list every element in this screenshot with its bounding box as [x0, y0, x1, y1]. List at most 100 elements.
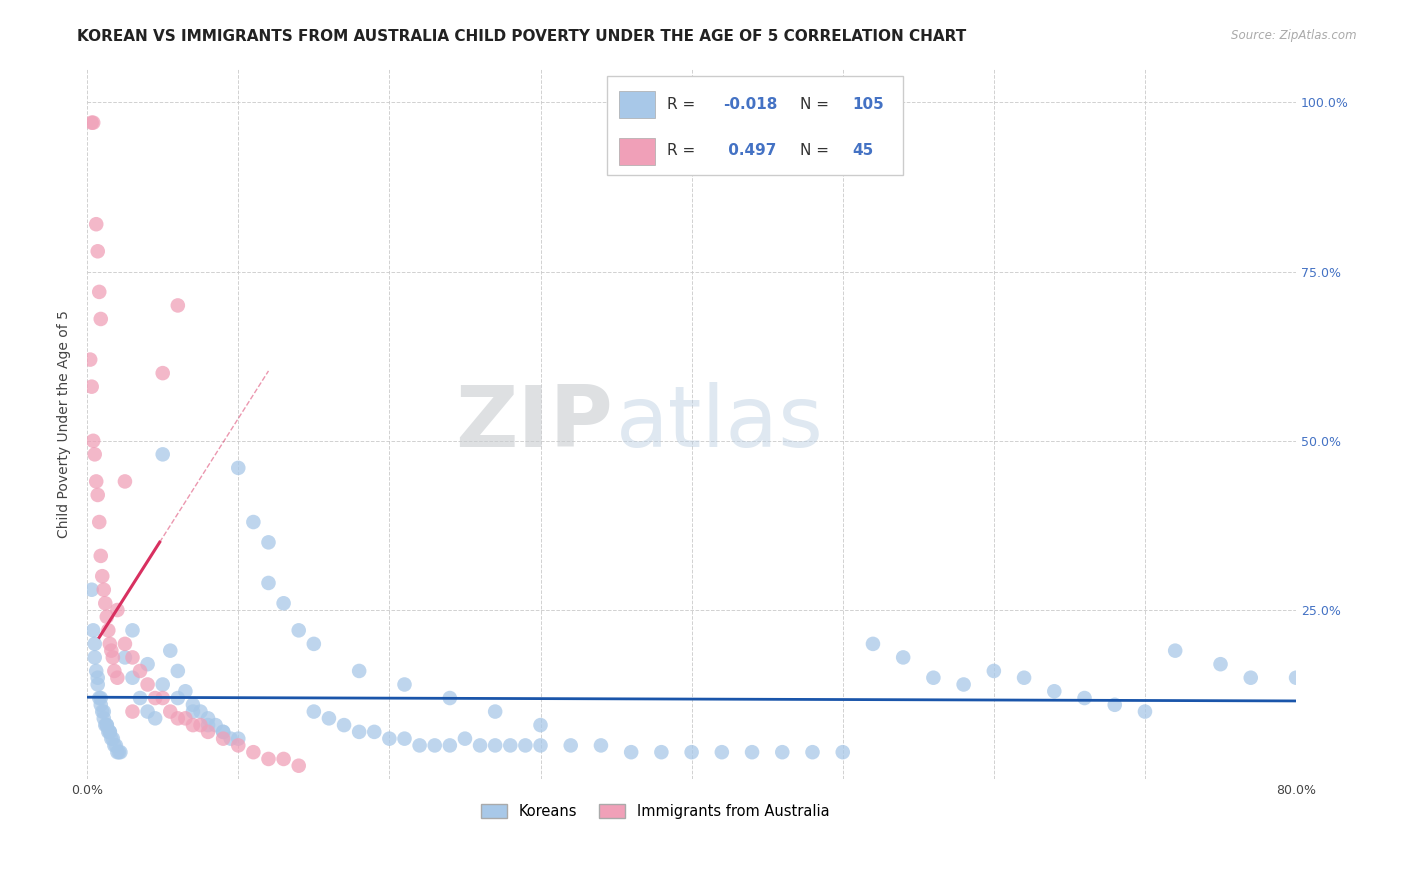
Point	[152, 691, 174, 706]
Point	[190, 705, 212, 719]
Point	[103, 739, 125, 753]
Point	[499, 739, 522, 753]
Point	[1209, 657, 1232, 672]
Point	[226, 461, 249, 475]
Point	[212, 724, 235, 739]
Point	[97, 724, 120, 739]
Point	[89, 285, 111, 299]
Point	[347, 664, 370, 678]
Point	[114, 475, 136, 489]
Point	[89, 691, 111, 706]
FancyBboxPatch shape	[619, 92, 655, 119]
Point	[681, 745, 703, 759]
Point	[82, 434, 104, 448]
Point	[105, 745, 128, 759]
Point	[136, 705, 159, 719]
Point	[181, 698, 204, 712]
Point	[1043, 684, 1066, 698]
Point	[589, 739, 612, 753]
Point	[93, 582, 115, 597]
Point	[529, 718, 551, 732]
Point	[96, 609, 118, 624]
Point	[831, 745, 853, 759]
Point	[143, 711, 166, 725]
Text: -0.018: -0.018	[723, 96, 778, 112]
Point	[273, 752, 295, 766]
Point	[197, 724, 219, 739]
Text: R =: R =	[668, 96, 700, 112]
Point	[212, 724, 235, 739]
Point	[89, 515, 111, 529]
Point	[181, 705, 204, 719]
Text: 105: 105	[852, 96, 884, 112]
Point	[90, 691, 112, 706]
Point	[257, 535, 280, 549]
Point	[197, 711, 219, 725]
Point	[84, 664, 107, 678]
Point	[333, 718, 356, 732]
Point	[166, 298, 188, 312]
Point	[101, 731, 124, 746]
Point	[159, 643, 181, 657]
Point	[98, 637, 121, 651]
Point	[242, 515, 264, 529]
Point	[1133, 705, 1156, 719]
Point	[302, 637, 325, 651]
Point	[378, 731, 401, 746]
Point	[84, 217, 107, 231]
Text: ZIP: ZIP	[456, 383, 613, 466]
Point	[143, 691, 166, 706]
Point	[983, 664, 1005, 678]
Point	[650, 745, 672, 759]
Point	[105, 671, 128, 685]
Point	[91, 569, 114, 583]
Point	[801, 745, 824, 759]
Point	[152, 447, 174, 461]
Point	[166, 691, 188, 706]
FancyBboxPatch shape	[607, 76, 903, 175]
Point	[1285, 671, 1308, 685]
Point	[439, 739, 461, 753]
Point	[423, 739, 446, 753]
FancyBboxPatch shape	[619, 137, 655, 165]
Point	[347, 724, 370, 739]
Point	[87, 671, 110, 685]
Text: 0.497: 0.497	[723, 143, 776, 158]
Point	[952, 677, 974, 691]
Point	[273, 596, 295, 610]
Point	[100, 643, 122, 657]
Point	[226, 731, 249, 746]
Text: N =: N =	[800, 96, 834, 112]
Point	[90, 312, 112, 326]
Point	[287, 624, 309, 638]
Point	[87, 677, 110, 691]
Point	[741, 745, 763, 759]
Point	[136, 677, 159, 691]
Point	[862, 637, 884, 651]
Point	[242, 745, 264, 759]
Point	[1164, 643, 1187, 657]
Point	[93, 711, 115, 725]
Point	[484, 739, 506, 753]
Point	[87, 244, 110, 259]
Point	[129, 664, 152, 678]
Point	[100, 731, 122, 746]
Point	[98, 724, 121, 739]
Point	[219, 731, 242, 746]
Point	[257, 576, 280, 591]
Point	[83, 447, 105, 461]
Point	[620, 745, 643, 759]
Legend: Koreans, Immigrants from Australia: Koreans, Immigrants from Australia	[475, 798, 835, 825]
Point	[121, 671, 143, 685]
Point	[83, 637, 105, 651]
Point	[91, 705, 114, 719]
Point	[159, 705, 181, 719]
Point	[1012, 671, 1035, 685]
Point	[174, 711, 197, 725]
Point	[166, 711, 188, 725]
Point	[152, 677, 174, 691]
Point	[83, 650, 105, 665]
Y-axis label: Child Poverty Under the Age of 5: Child Poverty Under the Age of 5	[58, 310, 72, 538]
Point	[318, 711, 340, 725]
Point	[515, 739, 537, 753]
